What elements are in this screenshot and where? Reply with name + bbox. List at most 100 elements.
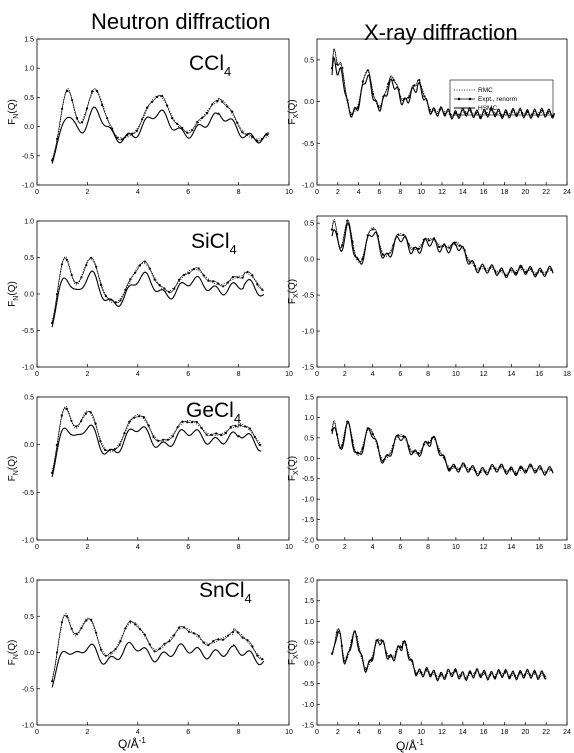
expt-data-point	[236, 276, 239, 279]
y-tick-label: 0.5	[304, 221, 314, 228]
expt-data-point	[236, 121, 239, 124]
expt-data-point	[226, 634, 230, 637]
expt-data-point	[246, 639, 249, 642]
x-tick-label: 16	[535, 371, 543, 378]
expt-data-point	[94, 422, 97, 425]
expt-data-point	[239, 424, 242, 427]
expt-data-point	[101, 103, 104, 107]
x-tick-label: 12	[480, 371, 488, 378]
expt-data-point	[55, 444, 59, 447]
x-tick-label: 24	[563, 189, 571, 196]
y-tick-label: 1.0	[24, 66, 34, 73]
expt-data-point	[156, 95, 159, 99]
expt-data-point	[71, 98, 74, 102]
expt-data-point	[341, 244, 344, 247]
expt-data-point	[222, 285, 225, 288]
x-tick-label: 10	[285, 371, 293, 378]
expt-data-point	[182, 273, 186, 276]
x-tick-label: 0	[35, 371, 39, 378]
x-tick-label: 22	[542, 189, 550, 196]
y-tick-label: 0.0	[304, 660, 314, 667]
x-tick-label: 2	[85, 729, 89, 736]
y-tick-label: 0.5	[24, 395, 34, 402]
expt-data-point	[187, 272, 190, 275]
expt-data-point	[514, 271, 517, 274]
y-axis-label: FX(Q)	[287, 99, 300, 124]
expt-data-point	[226, 281, 230, 284]
y-tick-label: 1.5	[304, 598, 314, 605]
expt-data-point	[104, 295, 107, 298]
x-tick-label: 10	[285, 729, 293, 736]
x-tick-label: 6	[186, 729, 190, 736]
expt-data-point	[400, 646, 403, 649]
expt-data-point	[205, 433, 208, 436]
series-rmc	[331, 218, 554, 274]
expt-data-point	[80, 420, 83, 423]
y-tick-label: -1.0	[302, 183, 314, 190]
expt-data-point	[168, 291, 171, 294]
y-tick-label: 0.5	[304, 57, 314, 64]
expt-data-point	[166, 104, 169, 107]
expt-data-point	[176, 426, 179, 429]
expt-data-point	[148, 643, 151, 646]
y-axis-label: FX(Q)	[287, 456, 300, 481]
expt-data-point	[197, 267, 200, 270]
expt-data-point	[215, 432, 218, 435]
expt-data-point	[423, 95, 426, 98]
x-tick-label: 2	[85, 544, 89, 551]
x-tick-label: 4	[357, 189, 361, 196]
expt-data-point	[143, 260, 146, 263]
x-tick-label: 4	[136, 544, 140, 551]
expt-data-point	[168, 640, 171, 643]
expt-data-point	[256, 654, 259, 657]
x-tick-label: 2	[343, 371, 347, 378]
x-tick-label: 6	[186, 371, 190, 378]
x-tick-label: 0	[35, 544, 39, 551]
expt-data-point	[124, 288, 127, 291]
expt-data-point	[142, 416, 145, 419]
x-tick-label: 14	[508, 544, 516, 551]
expt-data-point	[253, 435, 256, 439]
expt-data-point	[433, 237, 436, 240]
expt-data-point	[212, 280, 215, 283]
expt-data-point	[206, 112, 209, 115]
y-tick-label: 0.0	[24, 124, 34, 131]
expt-data-point	[80, 276, 83, 279]
expt-data-point	[221, 100, 224, 103]
expt-data-point	[181, 420, 184, 423]
expt-data-point	[136, 129, 139, 132]
series-hsmc	[331, 420, 554, 477]
expt-data-point	[371, 433, 374, 436]
panel-n-sicl4: 0 2 4 6 8 10 -1.0 -0.5 0.0 0.5 1.0 FN(Q)	[7, 219, 293, 379]
expt-data-point	[366, 69, 369, 72]
y-tick-label: -0.5	[22, 686, 34, 693]
expt-data-point	[119, 640, 122, 643]
expt-data-point	[124, 627, 127, 630]
expt-data-point	[216, 99, 219, 102]
x-tick-label: 10	[452, 371, 460, 378]
expt-data-point	[161, 94, 164, 98]
expt-data-point	[192, 268, 195, 271]
y-tick-label: 2.0	[304, 578, 314, 585]
x-tick-label: 6	[398, 371, 402, 378]
expt-data-point	[55, 651, 59, 654]
expt-data-point	[166, 438, 170, 441]
y-tick-label: 0.5	[24, 95, 34, 102]
x-tick-label: 2	[85, 371, 89, 378]
x-tick-label: 12	[438, 189, 446, 196]
y-tick-label: -1.5	[302, 365, 314, 372]
panel-x-sicl4: 0 2 4 6 8 10 12 14 16 18 -1.5 -1.0 -0.5 0.0 0.5 FX(Q)	[287, 215, 571, 378]
expt-data-point	[129, 620, 132, 623]
expt-data-point	[99, 283, 103, 286]
expt-data-point	[171, 117, 174, 120]
series-expt-renorm	[51, 257, 264, 324]
expt-data-point	[114, 648, 117, 651]
expt-data-point	[229, 426, 232, 429]
x-tick-label: 0	[315, 371, 319, 378]
y-tick-label: 0.0	[304, 456, 314, 463]
expt-data-point	[246, 270, 249, 274]
series-hsmc	[331, 222, 554, 279]
expt-data-point	[158, 647, 161, 650]
expt-data-point	[158, 283, 161, 287]
expt-data-point	[226, 105, 229, 108]
